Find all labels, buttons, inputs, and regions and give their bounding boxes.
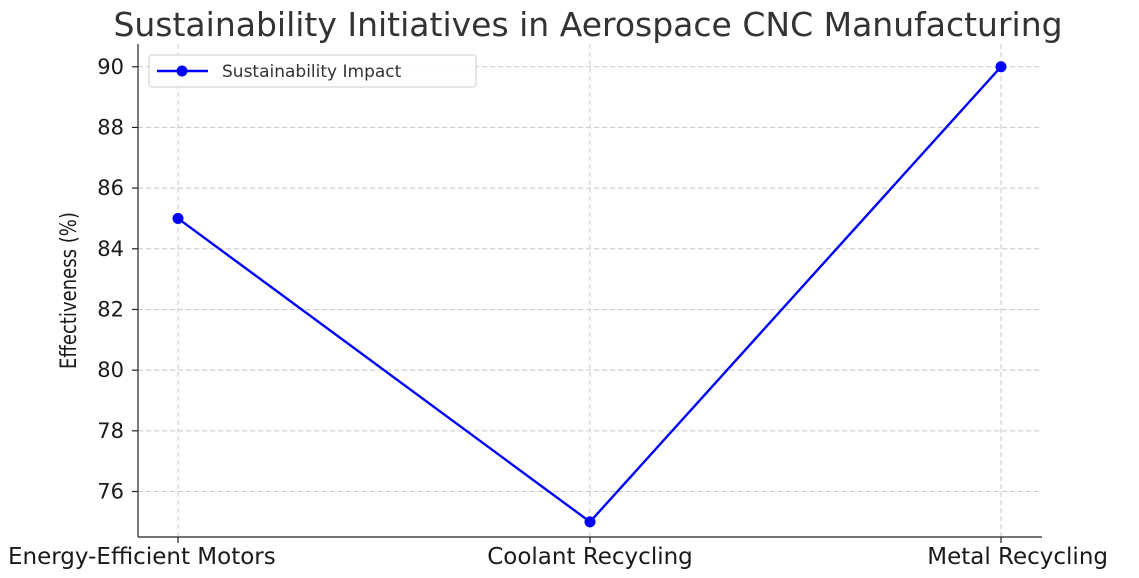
x-tick-labels: Energy-Efficient Motors Coolant Recycling… bbox=[8, 544, 1108, 570]
y-axis-label: Effectiveness (%) bbox=[55, 212, 81, 369]
x-tick-label: Metal Recycling bbox=[927, 544, 1108, 570]
legend-marker-icon bbox=[176, 65, 188, 77]
y-tick-label: 84 bbox=[97, 237, 124, 261]
axes bbox=[132, 44, 1042, 543]
data-point bbox=[584, 516, 596, 528]
legend-box bbox=[148, 54, 477, 88]
y-tick-labels: 76 78 80 82 84 86 88 90 bbox=[97, 55, 124, 504]
y-tick-label: 82 bbox=[97, 297, 124, 321]
x-tick-label: Energy-Efficient Motors bbox=[8, 544, 276, 570]
x-tick-label: Coolant Recycling bbox=[487, 544, 693, 570]
y-tick-label: 86 bbox=[97, 176, 124, 200]
y-tick-label: 90 bbox=[97, 55, 124, 79]
chart-title: Sustainability Initiatives in Aerospace … bbox=[113, 5, 1062, 44]
y-tick-label: 76 bbox=[97, 479, 124, 503]
data-point bbox=[172, 212, 184, 224]
y-tick-label: 80 bbox=[97, 358, 124, 382]
legend: Sustainability Impact bbox=[148, 54, 477, 88]
series-sustainability-impact bbox=[172, 61, 1007, 528]
y-tick-label: 78 bbox=[97, 419, 124, 443]
grid-lines bbox=[138, 44, 1042, 537]
legend-label: Sustainability Impact bbox=[222, 62, 402, 82]
data-point bbox=[995, 61, 1007, 73]
y-tick-label: 88 bbox=[97, 115, 124, 139]
